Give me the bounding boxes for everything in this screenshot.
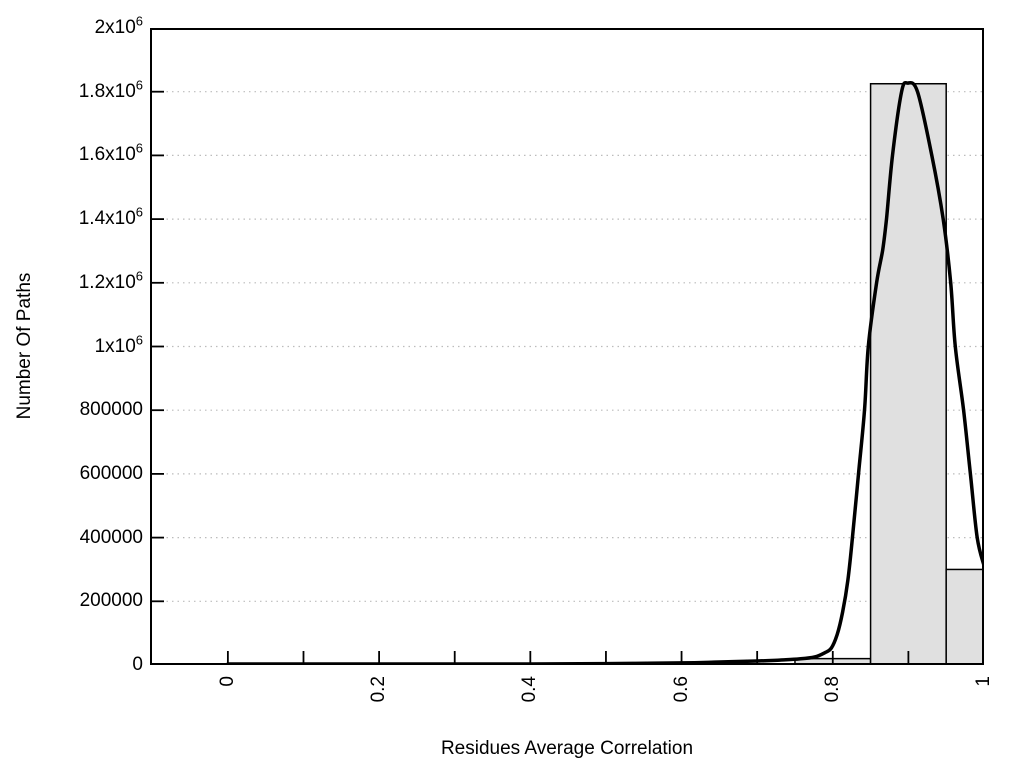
y-tick-label: 400000 (79, 526, 143, 548)
y-tick-label: 0 (132, 654, 143, 675)
x-tick-label: 1 (973, 676, 994, 687)
y-tick-label: 200000 (79, 590, 143, 612)
y-tick-label: 800000 (79, 399, 143, 421)
y-axis-title: Number Of Paths (14, 272, 35, 420)
y-tick-label: 1.6x106 (78, 141, 143, 166)
x-tick-label: 0.6 (670, 676, 692, 703)
x-tick-label: 0.4 (519, 676, 541, 703)
plot-border (150, 28, 984, 665)
y-tick-label: 1.2x106 (78, 268, 143, 293)
x-tick-label: 0.8 (821, 676, 843, 703)
x-tick-label: 0.2 (368, 676, 390, 703)
y-tick-label: 1.4x106 (78, 204, 143, 230)
y-tick-label: 1.8x106 (78, 77, 143, 102)
x-tick-label: 0 (216, 676, 238, 687)
plot-area (150, 28, 984, 665)
y-tick-label: 1x106 (94, 332, 143, 357)
y-tick-label: 600000 (79, 462, 143, 484)
y-tick-label: 2x106 (94, 13, 143, 38)
histogram-bar (945, 568, 984, 665)
plot-canvas (150, 28, 984, 665)
x-axis-title: Residues Average Correlation (440, 738, 694, 759)
histogram-bar (869, 82, 947, 665)
